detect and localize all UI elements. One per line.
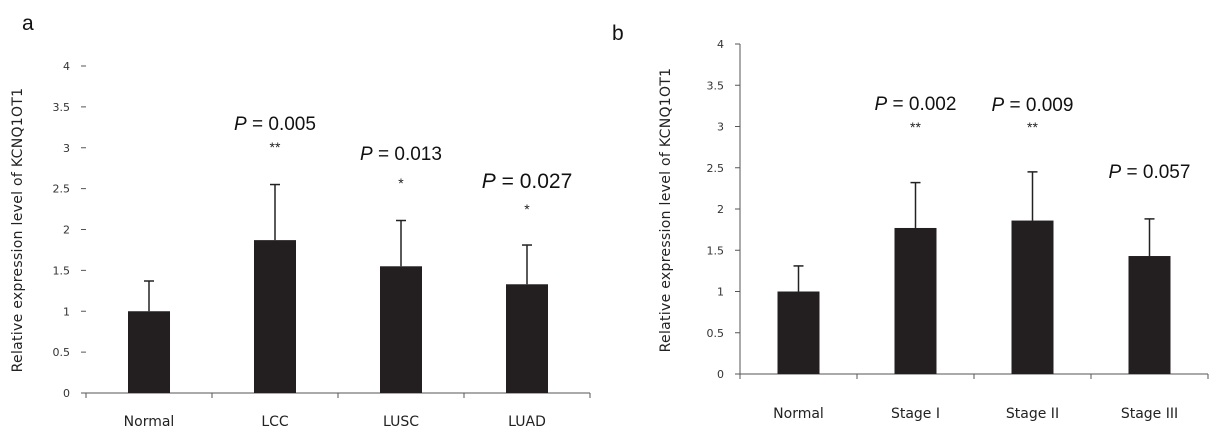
significance-stars-b: ** [1027,119,1038,135]
y-tick-label-a: 2 [63,224,70,237]
panel-label-b: b [612,22,624,45]
y-tick-label-b: 2.5 [707,162,725,175]
category-label-b: Stage I [891,406,940,422]
y-axis-label-b: Relative expression level of KCNQ1OT1 [658,68,674,353]
panel-label-a: a [22,12,34,35]
significance-stars-a: * [398,175,404,191]
y-tick-label-a: 3.5 [53,101,71,114]
bar-a-lusc [380,266,422,393]
category-label-a: LUSC [383,414,419,430]
p-value-label-b: P = 0.057 [1109,162,1191,183]
bar-b-stage-ii [1011,220,1054,374]
y-tick-label-b: 3.5 [707,79,725,92]
significance-stars-a: * [524,201,530,217]
y-tick-label-b: 0.5 [707,327,725,340]
y-tick-label-b: 0 [717,368,724,381]
category-label-b: Normal [773,406,824,422]
y-tick-label-b: 4 [717,38,724,51]
y-tick-label-b: 1 [717,286,724,299]
y-tick-label-b: 1.5 [707,244,725,257]
category-label-b: Stage II [1006,406,1059,422]
bar-b-stage-iii [1128,256,1171,374]
y-tick-label-a: 3 [63,142,70,155]
bar-a-luad [506,284,548,393]
y-tick-label-a: 1 [63,305,70,318]
y-tick-label-a: 2.5 [53,183,71,196]
y-tick-label-a: 0.5 [53,346,71,359]
bar-b-normal [777,291,820,374]
category-label-a: LUAD [508,414,546,430]
y-tick-label-a: 0 [63,387,70,400]
p-value-label-a: P = 0.013 [360,144,442,165]
significance-stars-b: ** [910,119,921,135]
category-label-b: Stage III [1121,406,1178,422]
p-value-label-b: P = 0.009 [992,95,1074,116]
p-value-label-a: P = 0.005 [234,114,316,135]
y-tick-label-b: 3 [717,121,724,134]
y-axis-label-a: Relative expression level of KCNQ1OT1 [10,88,26,373]
y-tick-label-a: 4 [63,60,70,73]
p-value-label-a: P = 0.027 [482,170,573,193]
y-tick-label-a: 1.5 [53,264,71,277]
p-value-label-b: P = 0.002 [875,94,957,115]
category-label-a: LCC [261,414,289,430]
category-label-a: Normal [124,414,175,430]
bar-b-stage-i [894,227,937,374]
bar-a-lcc [254,240,296,393]
y-tick-label-b: 2 [717,203,724,216]
significance-stars-a: ** [270,139,281,155]
bar-a-normal [128,311,170,393]
